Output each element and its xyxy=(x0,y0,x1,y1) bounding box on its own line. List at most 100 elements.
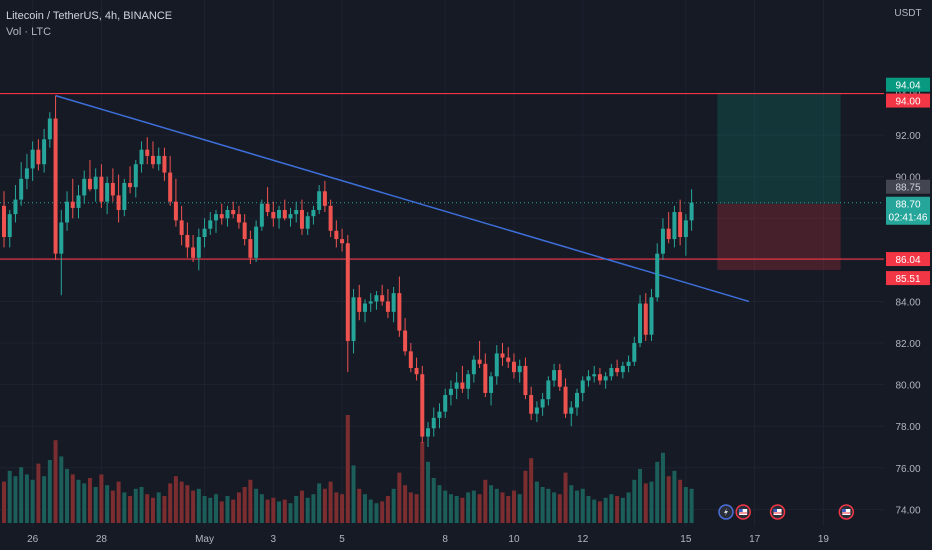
candle[interactable] xyxy=(385,301,390,312)
candle[interactable] xyxy=(666,228,671,240)
candle[interactable] xyxy=(340,239,345,244)
candle[interactable] xyxy=(231,209,236,215)
candle[interactable] xyxy=(317,191,322,210)
candle[interactable] xyxy=(265,203,270,213)
candle[interactable] xyxy=(374,295,379,302)
candle[interactable] xyxy=(139,149,144,165)
candle[interactable] xyxy=(76,195,81,208)
candle[interactable] xyxy=(437,411,442,418)
candle[interactable] xyxy=(563,386,568,414)
candle[interactable] xyxy=(59,222,64,254)
candle[interactable] xyxy=(448,388,453,396)
candle[interactable] xyxy=(454,382,459,389)
candle[interactable] xyxy=(380,295,385,302)
candle[interactable] xyxy=(24,168,29,179)
candle[interactable] xyxy=(500,353,505,358)
candle[interactable] xyxy=(93,176,98,190)
candle[interactable] xyxy=(42,139,47,165)
candle[interactable] xyxy=(603,376,608,381)
candle[interactable] xyxy=(511,361,516,373)
target-zone[interactable] xyxy=(717,92,841,204)
candle[interactable] xyxy=(53,118,58,254)
trendline-line[interactable] xyxy=(55,94,750,303)
candle[interactable] xyxy=(328,205,333,231)
candle[interactable] xyxy=(254,226,259,258)
candle[interactable] xyxy=(271,212,276,219)
candle[interactable] xyxy=(638,303,643,344)
candle[interactable] xyxy=(30,149,35,169)
candle[interactable] xyxy=(225,209,230,219)
candle[interactable] xyxy=(483,363,488,393)
candle[interactable] xyxy=(443,395,448,412)
candle[interactable] xyxy=(162,155,167,173)
candle[interactable] xyxy=(620,365,625,373)
candle[interactable] xyxy=(110,182,115,196)
candle[interactable] xyxy=(7,214,12,238)
candle[interactable] xyxy=(426,428,431,437)
candle[interactable] xyxy=(294,209,299,215)
candle[interactable] xyxy=(672,212,677,240)
candle[interactable] xyxy=(466,374,471,389)
candle[interactable] xyxy=(47,118,52,140)
candle[interactable] xyxy=(70,201,75,208)
candle[interactable] xyxy=(202,228,207,238)
candle[interactable] xyxy=(2,205,6,238)
candle[interactable] xyxy=(191,247,196,258)
candle[interactable] xyxy=(408,351,413,368)
candle[interactable] xyxy=(471,359,476,375)
candle[interactable] xyxy=(13,199,18,215)
candle[interactable] xyxy=(299,209,304,229)
candle[interactable] xyxy=(678,212,683,238)
candle[interactable] xyxy=(116,195,121,210)
candle[interactable] xyxy=(552,370,557,381)
candle[interactable] xyxy=(643,303,648,335)
candle[interactable] xyxy=(36,149,41,165)
candle[interactable] xyxy=(322,191,327,206)
candle[interactable] xyxy=(460,382,465,389)
candle[interactable] xyxy=(122,182,127,210)
candle[interactable] xyxy=(305,216,310,229)
candle[interactable] xyxy=(489,376,494,393)
candle[interactable] xyxy=(523,365,528,396)
candle[interactable] xyxy=(431,417,436,429)
candle[interactable] xyxy=(506,357,511,362)
candle[interactable] xyxy=(403,330,408,352)
volume-legend[interactable]: Vol · LTC xyxy=(6,26,52,38)
candle[interactable] xyxy=(557,370,562,387)
candle[interactable] xyxy=(87,178,92,190)
candle[interactable] xyxy=(683,220,688,238)
candle[interactable] xyxy=(277,209,282,219)
stop-zone[interactable] xyxy=(717,203,841,271)
candle[interactable] xyxy=(597,374,602,381)
candle[interactable] xyxy=(128,182,133,188)
candle[interactable] xyxy=(632,343,637,362)
candle[interactable] xyxy=(208,220,213,229)
candle[interactable] xyxy=(259,203,264,227)
candle[interactable] xyxy=(357,297,362,312)
candle[interactable] xyxy=(586,376,591,381)
candle[interactable] xyxy=(626,361,631,366)
candle[interactable] xyxy=(477,359,482,364)
candle[interactable] xyxy=(150,155,155,165)
candle[interactable] xyxy=(615,367,620,373)
candle[interactable] xyxy=(689,202,694,221)
candle[interactable] xyxy=(156,155,161,165)
candle[interactable] xyxy=(282,209,287,219)
candle[interactable] xyxy=(214,214,219,221)
candle[interactable] xyxy=(185,234,190,248)
candle[interactable] xyxy=(179,220,184,235)
candle[interactable] xyxy=(420,374,425,437)
candle[interactable] xyxy=(609,367,614,377)
candle[interactable] xyxy=(391,293,396,312)
candle[interactable] xyxy=(414,367,419,375)
candle[interactable] xyxy=(19,178,24,200)
candle[interactable] xyxy=(534,407,539,414)
candle[interactable] xyxy=(236,214,241,223)
candle[interactable] xyxy=(529,395,534,414)
candle[interactable] xyxy=(368,301,373,304)
candle[interactable] xyxy=(494,353,499,377)
candle[interactable] xyxy=(397,293,402,331)
candle[interactable] xyxy=(105,182,110,202)
candle[interactable] xyxy=(655,253,660,298)
